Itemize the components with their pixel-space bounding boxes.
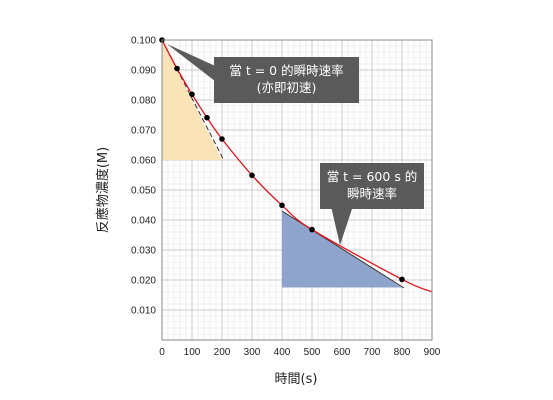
callout-text-line: 瞬時速率: [347, 186, 397, 201]
data-point: [204, 114, 210, 121]
concentration-curve: [161, 39, 433, 293]
tangent-line-0: [161, 39, 225, 161]
y-tick-label: 0.010: [131, 306, 156, 317]
x-tick-label: 900: [424, 347, 441, 358]
callout-text-line: 當 t = 0 的瞬時速率: [229, 63, 343, 78]
data-points: [159, 37, 405, 283]
y-tick-label: 0.080: [131, 96, 156, 107]
callout-text-line: 當 t = 600 s 的: [327, 169, 418, 184]
callout-text-line: (亦即初速): [257, 80, 317, 95]
callout-box: [214, 57, 359, 103]
plot-frame: [161, 39, 433, 341]
y-tick-label: 0.030: [131, 246, 156, 257]
data-point: [399, 276, 405, 283]
data-point: [219, 136, 225, 142]
y-tick-label: 0.040: [131, 216, 156, 227]
y-tick-label: 0.070: [131, 126, 156, 137]
data-point: [189, 91, 195, 98]
x-tick-label: 300: [244, 347, 261, 358]
x-axis-label: 時間(s): [275, 372, 318, 387]
curve-layer: [161, 39, 433, 293]
plot-border: [161, 39, 433, 341]
x-tick-label: 200: [214, 347, 231, 358]
data-point: [249, 172, 255, 179]
x-tick-label: 500: [304, 347, 321, 358]
x-tick-label: 800: [394, 347, 411, 358]
y-tick-label: 0.060: [131, 156, 156, 167]
y-axis-label: 反應物濃度(M): [95, 147, 111, 233]
x-tick-label: 600: [334, 347, 351, 358]
y-tick-label: 0.100: [131, 36, 156, 47]
callout-pointer: [330, 202, 352, 245]
callout-pointer: [167, 44, 224, 88]
y-tick-label: 0.090: [131, 66, 156, 77]
data-point: [309, 226, 315, 233]
y-tick-label: 0.020: [131, 276, 156, 287]
y-tick-label: 0.050: [131, 186, 156, 197]
x-tick-label: 700: [364, 347, 381, 358]
x-tick-label: 100: [184, 347, 201, 358]
tick-labels: 0 100 200 300 400 500 600 700 800 900 0.010 0.020 0.…: [131, 36, 441, 359]
data-point: [279, 202, 285, 209]
callout-box: [320, 163, 424, 209]
data-point: [174, 65, 180, 72]
x-tick-label: 400: [274, 347, 291, 358]
x-tick-label: 0: [159, 347, 165, 358]
callouts: 當 t = 0 的瞬時速率 (亦即初速) 當 t = 600 s 的瞬時速率: [167, 44, 424, 245]
